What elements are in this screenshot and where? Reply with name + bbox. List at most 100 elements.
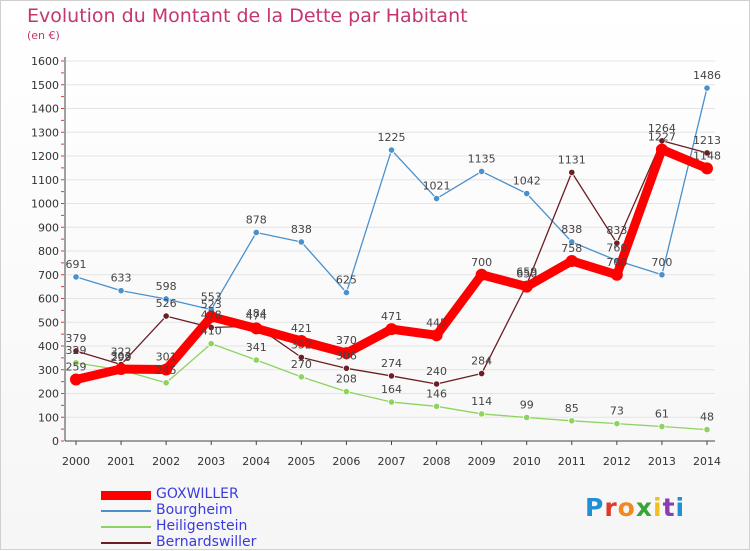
data-labels: 259 303 301 523 474 421 370 471 445 700 650 758 700 1… bbox=[66, 69, 722, 424]
y-tick-label: 1500 bbox=[31, 79, 59, 92]
y-tick-label: 500 bbox=[38, 316, 59, 329]
data-label: 284 bbox=[471, 355, 492, 368]
x-tick-label: 2001 bbox=[107, 455, 135, 468]
data-label: 691 bbox=[66, 258, 87, 271]
data-point bbox=[478, 167, 486, 176]
data-label: 659 bbox=[516, 265, 537, 278]
y-tick-label: 100 bbox=[38, 411, 59, 424]
data-point bbox=[342, 288, 351, 297]
data-label: 471 bbox=[381, 310, 402, 323]
y-tick-label: 1300 bbox=[31, 126, 59, 139]
data-point bbox=[432, 402, 441, 410]
data-label: 1213 bbox=[693, 134, 721, 147]
data-label: 1486 bbox=[693, 69, 721, 82]
y-tick-label: 1200 bbox=[31, 150, 59, 163]
data-label: 303 bbox=[111, 350, 132, 363]
data-label: 758 bbox=[561, 242, 582, 255]
data-point bbox=[523, 413, 531, 422]
data-point bbox=[70, 373, 82, 386]
data-point bbox=[432, 380, 441, 388]
data-point bbox=[613, 420, 621, 428]
x-tick-label: 2011 bbox=[558, 455, 586, 468]
x-tick-label: 2008 bbox=[423, 455, 451, 468]
data-label: 760 bbox=[606, 242, 627, 255]
data-point bbox=[115, 363, 128, 376]
data-label: 270 bbox=[291, 358, 312, 371]
data-point bbox=[297, 238, 305, 246]
data-point bbox=[568, 417, 576, 425]
data-point bbox=[385, 323, 398, 336]
data-label: 299 bbox=[111, 351, 132, 364]
y-tick-label: 200 bbox=[38, 388, 59, 401]
proxiti-logo: Proxiti bbox=[585, 493, 685, 522]
x-tick-label: 2013 bbox=[648, 455, 676, 468]
data-label: 598 bbox=[156, 280, 177, 293]
x-tick-label: 2003 bbox=[197, 455, 225, 468]
data-point bbox=[478, 410, 486, 418]
y-tick-label: 600 bbox=[38, 293, 59, 306]
legend-swatch bbox=[101, 542, 151, 544]
data-point bbox=[430, 329, 443, 342]
data-label: 352 bbox=[291, 338, 312, 351]
data-point bbox=[340, 347, 353, 360]
logo-letter: o bbox=[617, 493, 636, 522]
data-label: 164 bbox=[381, 383, 402, 396]
y-tick-label: 400 bbox=[38, 340, 59, 353]
series-lines bbox=[70, 84, 713, 434]
x-tick-label: 2005 bbox=[287, 455, 315, 468]
data-point bbox=[297, 373, 305, 381]
legend-label: Heiligenstein bbox=[156, 518, 248, 534]
y-tick-label: 300 bbox=[38, 364, 59, 377]
data-label: 700 bbox=[651, 256, 672, 269]
data-point bbox=[342, 364, 351, 372]
data-point bbox=[658, 271, 666, 279]
data-label: 1227 bbox=[648, 131, 676, 144]
x-tick-label: 2004 bbox=[242, 455, 270, 468]
data-point bbox=[658, 422, 666, 431]
data-label: 73 bbox=[610, 405, 624, 418]
data-point bbox=[475, 268, 488, 281]
data-label: 445 bbox=[426, 316, 447, 329]
data-label: 1225 bbox=[378, 131, 406, 144]
data-label: 379 bbox=[66, 332, 87, 345]
data-label: 85 bbox=[565, 402, 579, 415]
chart-title: Evolution du Montant de la Dette par Hab… bbox=[27, 5, 468, 27]
data-label: 1042 bbox=[513, 175, 541, 188]
data-label: 1021 bbox=[423, 180, 451, 193]
y-tick-label: 800 bbox=[38, 245, 59, 258]
data-point bbox=[565, 254, 578, 267]
data-label: 322 bbox=[111, 346, 132, 359]
y-tick-label: 1000 bbox=[31, 198, 59, 211]
data-point bbox=[703, 84, 711, 92]
y-tick-label: 700 bbox=[38, 269, 59, 282]
x-tick-label: 2012 bbox=[603, 455, 631, 468]
data-label: 245 bbox=[156, 364, 177, 377]
logo-letter: i bbox=[675, 493, 686, 522]
data-point bbox=[703, 425, 711, 434]
data-point bbox=[207, 340, 215, 348]
data-label: 99 bbox=[520, 398, 534, 411]
data-point bbox=[117, 287, 125, 295]
data-point bbox=[520, 280, 533, 293]
logo-letter: t bbox=[662, 493, 676, 522]
data-label: 306 bbox=[336, 349, 357, 362]
data-point bbox=[205, 310, 218, 323]
data-label: 1135 bbox=[468, 152, 496, 165]
data-label: 146 bbox=[426, 387, 447, 400]
data-label: 410 bbox=[201, 325, 222, 338]
x-tick-label: 2014 bbox=[693, 455, 721, 468]
data-label: 341 bbox=[246, 341, 267, 354]
data-point bbox=[703, 149, 711, 157]
data-label: 301 bbox=[156, 351, 177, 364]
data-label: 61 bbox=[655, 408, 669, 421]
chart-subtitle: (en €) bbox=[27, 29, 60, 42]
data-point bbox=[252, 356, 260, 364]
data-label: 1148 bbox=[693, 149, 721, 162]
data-label: 526 bbox=[156, 297, 177, 310]
data-label: 48 bbox=[700, 411, 714, 424]
data-label: 838 bbox=[291, 223, 312, 236]
y-tick-label: 1600 bbox=[31, 55, 59, 68]
data-point bbox=[72, 347, 80, 355]
